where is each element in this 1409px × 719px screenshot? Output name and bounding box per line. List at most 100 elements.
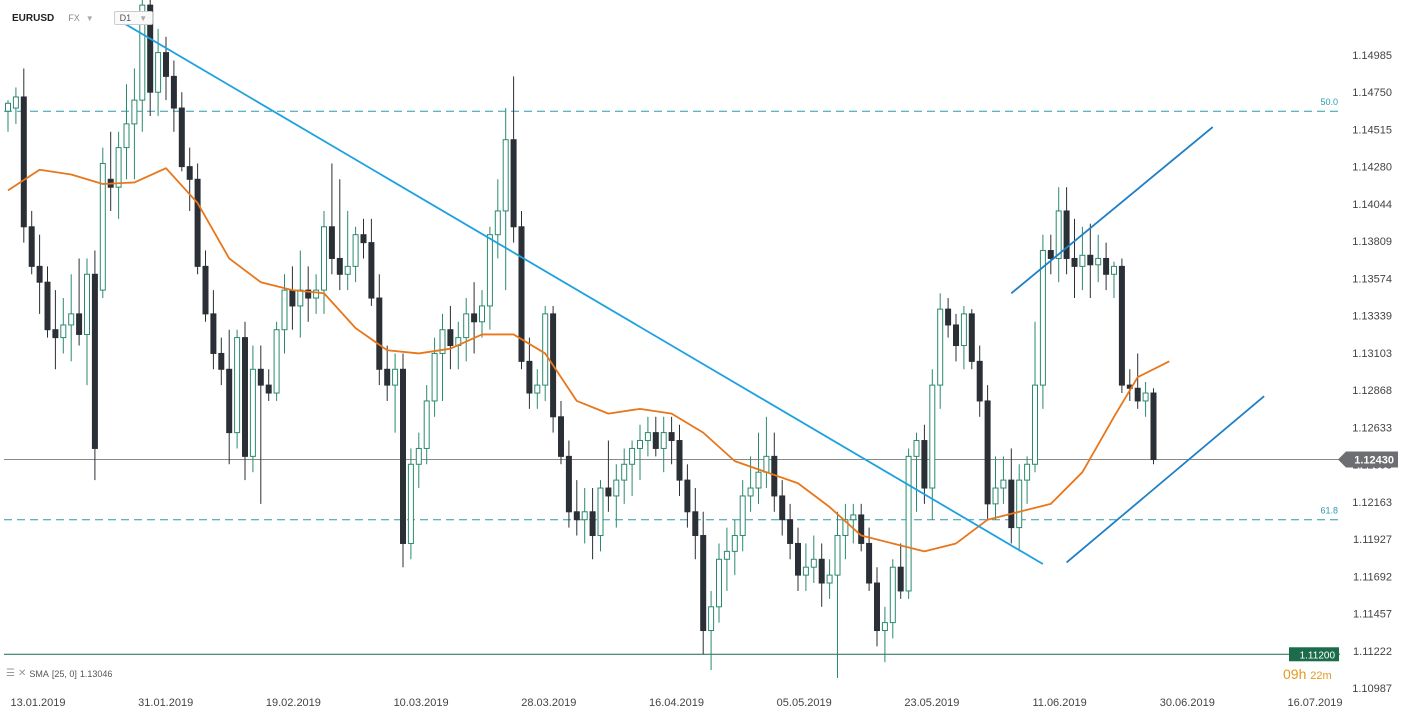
candle <box>1142 381 1149 417</box>
fib-level-label: 50.0 <box>1320 97 1338 107</box>
candle-body <box>842 519 849 537</box>
channel-lower-line <box>1066 395 1265 564</box>
time-tick-label: 16.04.2019 <box>649 697 704 709</box>
candle <box>676 424 683 496</box>
time-tick-label: 16.07.2019 <box>1287 697 1342 709</box>
candle <box>360 218 367 259</box>
candle-body <box>384 368 391 386</box>
candle-body <box>155 52 162 93</box>
candle-body <box>234 337 241 434</box>
candle-body <box>376 297 383 370</box>
candle-body <box>889 566 896 624</box>
candle-body <box>1134 387 1141 402</box>
candle-body <box>716 558 722 608</box>
candle <box>850 503 857 544</box>
candle-body <box>818 558 825 584</box>
price-tick-label: 1.11927 <box>1353 534 1392 546</box>
candle-body <box>60 324 67 339</box>
sma-params: [25, 0] <box>51 668 77 679</box>
candle <box>1087 223 1094 299</box>
price-tick-label: 1.14515 <box>1352 124 1392 136</box>
candle <box>52 290 59 370</box>
candle-body <box>1087 254 1094 266</box>
candle <box>842 503 849 560</box>
candle-body <box>1079 254 1086 267</box>
candle <box>565 440 572 528</box>
candle <box>968 309 975 370</box>
candle <box>281 274 288 354</box>
market-label[interactable]: FX <box>68 13 80 23</box>
candle-body <box>20 96 27 228</box>
candle-body <box>589 511 596 537</box>
candle <box>321 210 327 314</box>
candle-body <box>945 308 952 326</box>
candle-body <box>526 360 533 394</box>
candle <box>739 480 746 552</box>
candle-body <box>84 273 90 335</box>
candle-body <box>431 352 438 402</box>
candle-body <box>202 265 209 315</box>
candle-body <box>597 487 604 537</box>
candle-body <box>897 566 904 592</box>
candle <box>178 92 185 172</box>
candle-body <box>178 107 185 168</box>
candle <box>889 559 896 639</box>
candle <box>652 416 659 457</box>
candle <box>123 84 130 180</box>
symbol-label[interactable]: EURUSD <box>12 12 55 24</box>
candle-body <box>542 313 549 386</box>
time-axis: 13.01.2019 31.01.2019 19.02.2019 10.03.2019… <box>10 697 1342 709</box>
timeframe-label: D1 <box>119 13 132 23</box>
candle-body <box>328 226 335 259</box>
candle-body <box>953 324 959 347</box>
candle <box>218 337 225 386</box>
candle <box>929 369 936 520</box>
candle-body <box>605 487 612 497</box>
candle <box>439 313 446 401</box>
candle-body <box>407 463 414 544</box>
candle <box>921 424 928 504</box>
settings-icon[interactable]: ☰ <box>6 668 15 679</box>
candle <box>76 258 83 346</box>
candle <box>534 369 541 409</box>
candle <box>415 432 422 489</box>
candle-body <box>723 550 730 560</box>
candle-body <box>494 210 501 236</box>
candle <box>226 329 233 465</box>
close-icon[interactable]: ✕ <box>17 668 27 679</box>
candle-body <box>913 440 920 457</box>
price-tick-label: 1.14280 <box>1352 162 1392 174</box>
candle-body <box>581 511 588 521</box>
candle-body <box>5 102 11 112</box>
countdown-hours: 09h <box>1283 666 1307 682</box>
candle <box>1118 258 1125 394</box>
candle <box>273 321 280 401</box>
timeframe-select[interactable]: D1 ▼ <box>113 11 154 25</box>
candle-body <box>1000 479 1007 489</box>
candle-body <box>1063 210 1070 259</box>
candle <box>1134 353 1141 409</box>
candle-body <box>439 329 446 354</box>
candle <box>5 100 11 132</box>
candle-body <box>1103 257 1110 275</box>
time-tick-label: 28.03.2019 <box>521 697 576 709</box>
candle <box>494 179 501 259</box>
candle <box>558 400 564 465</box>
candle-body <box>866 542 873 584</box>
candle <box>186 147 193 211</box>
candle-body <box>163 52 169 77</box>
time-tick-label: 23.05.2019 <box>904 697 959 709</box>
candle <box>747 456 754 512</box>
chevron-down-icon: ▼ <box>139 13 148 23</box>
chevron-down-icon[interactable]: ▼ <box>85 13 94 23</box>
candle-body <box>763 455 770 473</box>
candle-body <box>1071 257 1078 267</box>
candle-body <box>463 313 470 339</box>
price-tick-label: 1.12163 <box>1352 497 1392 509</box>
candle-body <box>810 558 817 568</box>
sma-legend: ☰ ✕ SMA [25, 0] 1.13046 <box>6 668 112 679</box>
candle-body <box>265 384 272 394</box>
candle <box>802 543 809 591</box>
candle <box>1126 369 1133 401</box>
